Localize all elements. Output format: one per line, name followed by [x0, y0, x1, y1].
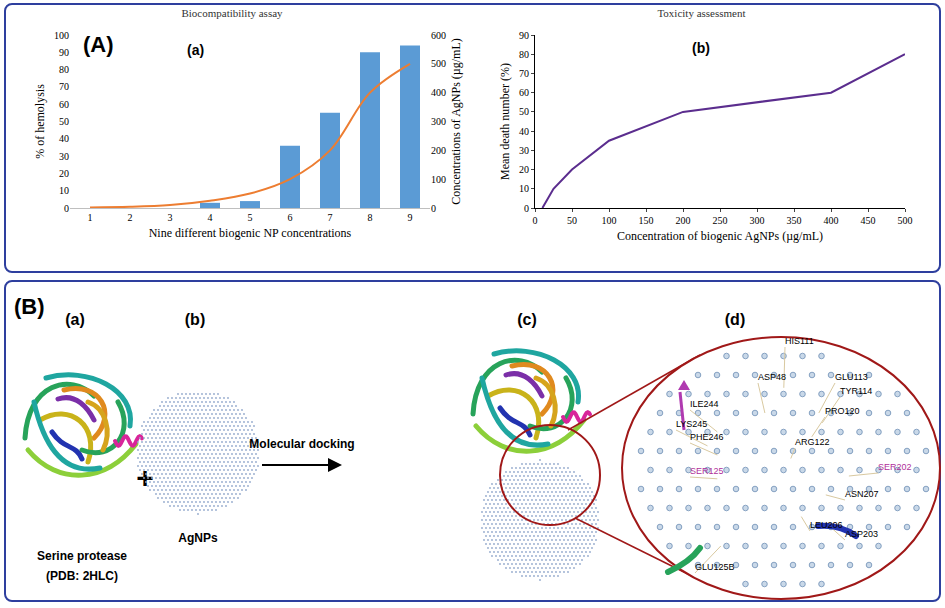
svg-text:450: 450 [861, 215, 876, 226]
svg-text:TYR114: TYR114 [840, 386, 872, 396]
svg-text:50: 50 [519, 106, 529, 117]
svg-text:0: 0 [524, 203, 529, 214]
svg-text:Serine protease: Serine protease [37, 549, 127, 563]
svg-text:300: 300 [750, 215, 765, 226]
svg-text:10: 10 [519, 183, 529, 194]
svg-text:LYS245: LYS245 [676, 419, 707, 429]
svg-text:80: 80 [59, 64, 69, 75]
svg-text:600: 600 [431, 30, 446, 41]
svg-text:ASP203: ASP203 [845, 529, 878, 539]
svg-text:50: 50 [567, 215, 577, 226]
svg-text:250: 250 [713, 215, 728, 226]
svg-text:30: 30 [519, 145, 529, 156]
svg-text:PHE246: PHE246 [690, 432, 724, 442]
svg-text:ILE244: ILE244 [690, 399, 719, 409]
svg-text:ARG122: ARG122 [795, 437, 830, 447]
svg-text:HIS111: HIS111 [785, 336, 814, 346]
svg-text:500: 500 [898, 215, 913, 226]
svg-text:400: 400 [824, 215, 839, 226]
svg-text:(A): (A) [83, 32, 114, 57]
svg-text:5: 5 [248, 212, 253, 223]
svg-text:0: 0 [533, 215, 538, 226]
svg-text:9: 9 [408, 212, 413, 223]
svg-text:(B): (B) [14, 294, 45, 319]
svg-text:200: 200 [676, 215, 691, 226]
svg-text:PRO120: PRO120 [825, 406, 860, 416]
svg-text:70: 70 [59, 81, 69, 92]
svg-text:30: 30 [59, 151, 69, 162]
svg-text:GLU125B: GLU125B [695, 562, 735, 572]
svg-text:0: 0 [431, 203, 436, 214]
svg-text:(c): (c) [517, 311, 537, 328]
svg-text:(d): (d) [725, 311, 745, 328]
svg-text:40: 40 [59, 133, 69, 144]
svg-text:(a): (a) [65, 311, 85, 328]
svg-text:Biocompatibility assay: Biocompatibility assay [181, 7, 283, 19]
svg-text:Mean death number (%): Mean death number (%) [498, 63, 512, 180]
svg-text:350: 350 [787, 215, 802, 226]
svg-text:Nine different biogenic NP con: Nine different biogenic NP concentration… [149, 226, 352, 240]
svg-text:4: 4 [208, 212, 213, 223]
svg-text:(a): (a) [187, 42, 204, 58]
svg-text:60: 60 [519, 87, 529, 98]
svg-text:100: 100 [54, 30, 69, 41]
svg-text:80: 80 [519, 49, 529, 60]
svg-text:300: 300 [431, 116, 446, 127]
svg-text:3: 3 [168, 212, 173, 223]
svg-text:LEU206: LEU206 [810, 520, 843, 530]
svg-text:60: 60 [59, 99, 69, 110]
svg-text:1: 1 [88, 212, 93, 223]
svg-text:100: 100 [431, 174, 446, 185]
svg-text:(b): (b) [692, 40, 710, 56]
svg-text:20: 20 [519, 164, 529, 175]
svg-text:500: 500 [431, 58, 446, 69]
svg-text:(b): (b) [185, 311, 205, 328]
svg-text:10: 10 [59, 185, 69, 196]
svg-text:6: 6 [288, 212, 293, 223]
svg-text:200: 200 [431, 145, 446, 156]
svg-text:0: 0 [64, 203, 69, 214]
svg-text:70: 70 [519, 68, 529, 79]
svg-text:40: 40 [519, 126, 529, 137]
svg-text:Concentration of biogenic AgNP: Concentration of biogenic AgNPs (µg/mL) [617, 229, 823, 243]
svg-text:SER202: SER202 [878, 462, 912, 472]
svg-text:2: 2 [128, 212, 133, 223]
svg-text:150: 150 [639, 215, 654, 226]
svg-text:400: 400 [431, 87, 446, 98]
svg-text:8: 8 [368, 212, 373, 223]
svg-text:GLU113: GLU113 [835, 372, 868, 382]
svg-text:SER125: SER125 [690, 466, 724, 476]
svg-text:ASP48: ASP48 [758, 372, 786, 382]
svg-text:AgNPs: AgNPs [178, 531, 218, 545]
svg-text:Molecular docking: Molecular docking [249, 437, 354, 451]
svg-text:90: 90 [519, 30, 529, 41]
svg-text:+: + [136, 461, 154, 494]
svg-text:20: 20 [59, 168, 69, 179]
svg-text:ASN207: ASN207 [845, 489, 879, 499]
svg-text:90: 90 [59, 47, 69, 58]
svg-text:100: 100 [602, 215, 617, 226]
svg-text:Toxicity assessment: Toxicity assessment [657, 7, 745, 19]
svg-text:Concentrations of AgNPs (µg/mL: Concentrations of AgNPs (µg/mL) [449, 38, 463, 205]
svg-text:50: 50 [59, 116, 69, 127]
svg-text:7: 7 [328, 212, 333, 223]
svg-text:(PDB: 2HLC): (PDB: 2HLC) [46, 569, 118, 583]
svg-text:% of hemolysis: % of hemolysis [33, 84, 47, 159]
